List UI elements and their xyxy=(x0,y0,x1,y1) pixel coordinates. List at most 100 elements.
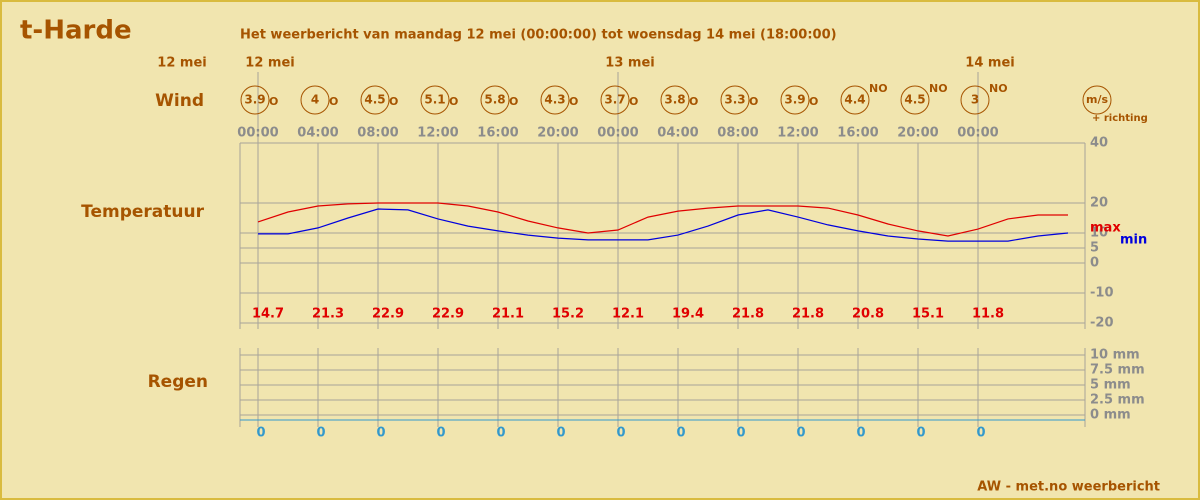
max-label: 22.9 xyxy=(372,307,404,322)
x-tick-label: 04:00 xyxy=(657,126,698,141)
wind-circle xyxy=(420,85,450,115)
temperature-line xyxy=(257,202,1068,237)
y-tick-label: -20 xyxy=(1090,316,1114,331)
wind-circle xyxy=(1082,85,1112,115)
title: t-Harde xyxy=(20,16,132,46)
subtitle: Het weerbericht van maandag 12 mei (00:0… xyxy=(240,28,837,43)
legend-min: min xyxy=(1120,233,1147,248)
wind-direction: NO xyxy=(869,82,888,95)
max-label: 15.2 xyxy=(552,307,584,322)
date-label: 12 mei xyxy=(245,56,294,71)
y-tick-label: 5 mm xyxy=(1090,378,1131,393)
wind-circle xyxy=(780,85,810,115)
wind-direction: O xyxy=(569,95,578,108)
wind-circle xyxy=(600,85,630,115)
row-label: Temperatuur xyxy=(81,202,204,222)
footer: AW - met.no weerbericht xyxy=(977,480,1160,495)
x-tick-label: 20:00 xyxy=(537,126,578,141)
x-tick-label: 16:00 xyxy=(837,126,878,141)
wind-direction: O xyxy=(509,95,518,108)
wind-speed: 3.8 xyxy=(664,93,685,107)
row-label: Wind xyxy=(155,91,204,111)
rain-label: 0 xyxy=(376,426,385,441)
y-tick-label: 10 mm xyxy=(1090,348,1140,363)
x-tick-label: 12:00 xyxy=(777,126,818,141)
wind-direction: O xyxy=(689,95,698,108)
rain-label: 0 xyxy=(436,426,445,441)
wind-speed: 4.4 xyxy=(844,93,865,107)
wind-direction: NO xyxy=(929,82,948,95)
rain-label: 0 xyxy=(916,426,925,441)
max-label: 21.8 xyxy=(732,307,764,322)
wind-circle xyxy=(660,85,690,115)
wind-direction: O xyxy=(629,95,638,108)
wind-direction: O xyxy=(329,95,338,108)
date-label: 12 mei xyxy=(157,56,206,71)
x-tick-label: 16:00 xyxy=(477,126,518,141)
max-label: 21.3 xyxy=(312,307,344,322)
wind-direction: NO xyxy=(989,82,1008,95)
rain-label: 0 xyxy=(856,426,865,441)
wind-direction: O xyxy=(449,95,458,108)
max-label: 14.7 xyxy=(252,307,284,322)
x-tick-label: 00:00 xyxy=(237,126,278,141)
y-tick-label: 7.5 mm xyxy=(1090,363,1145,378)
y-tick-label: 10 xyxy=(1090,226,1108,241)
rain-label: 0 xyxy=(496,426,505,441)
rain-label: 0 xyxy=(796,426,805,441)
y-tick-label: 0 xyxy=(1090,256,1099,271)
max-label: 11.8 xyxy=(972,307,1004,322)
wind-circle xyxy=(960,85,990,115)
rain-label: 0 xyxy=(256,426,265,441)
date-label: 14 mei xyxy=(965,56,1014,71)
wind-speed: 5.1 xyxy=(424,93,445,107)
date-label: 13 mei xyxy=(605,56,654,71)
x-tick-label: 04:00 xyxy=(297,126,338,141)
wind-direction: O xyxy=(809,95,818,108)
wind-circle xyxy=(840,85,870,115)
wind-speed: 4.3 xyxy=(544,93,565,107)
rain-label: 0 xyxy=(736,426,745,441)
y-tick-label: -10 xyxy=(1090,286,1114,301)
x-tick-label: 12:00 xyxy=(417,126,458,141)
x-tick-label: 08:00 xyxy=(357,126,398,141)
wind-speed: 4.5 xyxy=(904,93,925,107)
wind-speed: 3.3 xyxy=(724,93,745,107)
wind-speed: 3.9 xyxy=(784,93,805,107)
y-tick-label: 0 mm xyxy=(1090,408,1131,423)
wind-unit-note: + richting xyxy=(1092,113,1148,124)
wind-circle xyxy=(540,85,570,115)
rain-label: 0 xyxy=(556,426,565,441)
max-label: 15.1 xyxy=(912,307,944,322)
wind-direction: O xyxy=(269,95,278,108)
wind-circle xyxy=(900,85,930,115)
wind-circle xyxy=(300,85,330,115)
legend-max: max xyxy=(1090,221,1121,236)
wind-circle xyxy=(360,85,390,115)
wind-unit: m/s xyxy=(1086,93,1108,106)
x-tick-label: 20:00 xyxy=(897,126,938,141)
rain-label: 0 xyxy=(616,426,625,441)
wind-circle xyxy=(240,85,270,115)
wind-circle xyxy=(480,85,510,115)
y-tick-label: 2.5 mm xyxy=(1090,393,1145,408)
temperature-line xyxy=(258,208,1069,242)
wind-speed: 3.9 xyxy=(244,93,265,107)
wind-direction: O xyxy=(389,95,398,108)
y-tick-label: 40 xyxy=(1090,136,1108,151)
rain-label: 0 xyxy=(316,426,325,441)
x-tick-label: 00:00 xyxy=(957,126,998,141)
wind-speed: 5.8 xyxy=(484,93,505,107)
wind-circle xyxy=(720,85,750,115)
wind-speed: 3 xyxy=(971,93,979,107)
max-label: 12.1 xyxy=(612,307,644,322)
max-label: 21.1 xyxy=(492,307,524,322)
wind-speed: 3.7 xyxy=(604,93,625,107)
max-label: 19.4 xyxy=(672,307,704,322)
wind-speed: 4 xyxy=(311,93,319,107)
max-label: 22.9 xyxy=(432,307,464,322)
rain-label: 0 xyxy=(976,426,985,441)
max-label: 21.8 xyxy=(792,307,824,322)
